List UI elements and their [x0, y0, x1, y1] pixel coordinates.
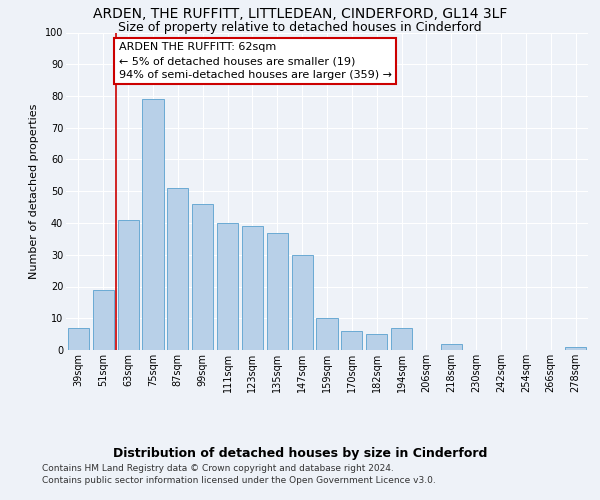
Bar	[217, 223, 238, 350]
Bar	[167, 188, 188, 350]
Bar	[366, 334, 387, 350]
Text: Contains public sector information licensed under the Open Government Licence v3: Contains public sector information licen…	[42, 476, 436, 485]
Bar	[441, 344, 462, 350]
Bar	[242, 226, 263, 350]
Bar	[565, 347, 586, 350]
Text: Contains HM Land Registry data © Crown copyright and database right 2024.: Contains HM Land Registry data © Crown c…	[42, 464, 394, 473]
Text: Size of property relative to detached houses in Cinderford: Size of property relative to detached ho…	[118, 21, 482, 34]
Y-axis label: Number of detached properties: Number of detached properties	[29, 104, 39, 279]
Bar	[142, 99, 164, 350]
Bar	[341, 331, 362, 350]
Bar	[391, 328, 412, 350]
Bar	[68, 328, 89, 350]
Bar	[292, 254, 313, 350]
Bar	[316, 318, 338, 350]
Bar	[93, 290, 114, 350]
Bar	[267, 232, 288, 350]
Bar	[192, 204, 213, 350]
Text: ARDEN THE RUFFITT: 62sqm
← 5% of detached houses are smaller (19)
94% of semi-de: ARDEN THE RUFFITT: 62sqm ← 5% of detache…	[119, 42, 392, 80]
Text: ARDEN, THE RUFFITT, LITTLEDEAN, CINDERFORD, GL14 3LF: ARDEN, THE RUFFITT, LITTLEDEAN, CINDERFO…	[93, 8, 507, 22]
Text: Distribution of detached houses by size in Cinderford: Distribution of detached houses by size …	[113, 448, 487, 460]
Bar	[118, 220, 139, 350]
